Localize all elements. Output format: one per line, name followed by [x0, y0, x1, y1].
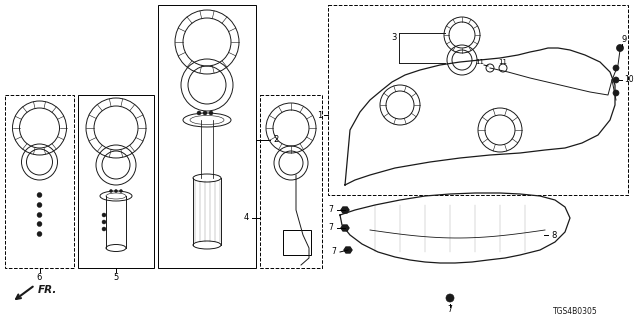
Circle shape [109, 189, 113, 193]
Circle shape [102, 227, 106, 231]
Circle shape [37, 212, 42, 218]
Bar [5, 95, 74, 268]
Bar [283, 230, 311, 255]
Text: 8: 8 [551, 230, 556, 239]
Text: 4: 4 [243, 213, 248, 222]
Text: TGS4B0305: TGS4B0305 [552, 308, 597, 316]
Circle shape [613, 77, 619, 83]
Text: 7: 7 [447, 306, 452, 315]
Bar [260, 95, 322, 268]
Circle shape [446, 294, 454, 302]
Circle shape [102, 213, 106, 217]
Circle shape [115, 189, 118, 193]
Circle shape [209, 111, 213, 115]
Circle shape [613, 90, 619, 96]
Text: 5: 5 [113, 273, 118, 282]
Text: 6: 6 [37, 273, 42, 282]
Circle shape [120, 189, 122, 193]
Circle shape [37, 221, 42, 227]
Text: 1: 1 [317, 110, 323, 119]
Text: 3: 3 [391, 34, 397, 43]
Polygon shape [344, 247, 352, 253]
Bar [158, 5, 256, 268]
Text: 7: 7 [328, 223, 333, 233]
Text: 10: 10 [624, 76, 634, 84]
Bar [328, 5, 628, 195]
Circle shape [197, 111, 201, 115]
Circle shape [37, 193, 42, 197]
Text: 7: 7 [331, 247, 336, 257]
Circle shape [37, 231, 42, 236]
Polygon shape [341, 207, 349, 213]
Polygon shape [341, 225, 349, 231]
Circle shape [37, 203, 42, 207]
Text: 7: 7 [328, 205, 333, 214]
Bar [78, 95, 154, 268]
Circle shape [616, 44, 623, 52]
Circle shape [203, 111, 207, 115]
Text: 11: 11 [476, 59, 484, 65]
Text: FR.: FR. [38, 285, 58, 295]
Text: 2: 2 [273, 135, 278, 145]
Circle shape [613, 65, 619, 71]
Circle shape [102, 220, 106, 224]
Text: 9: 9 [622, 36, 627, 44]
Text: 11: 11 [499, 59, 508, 65]
